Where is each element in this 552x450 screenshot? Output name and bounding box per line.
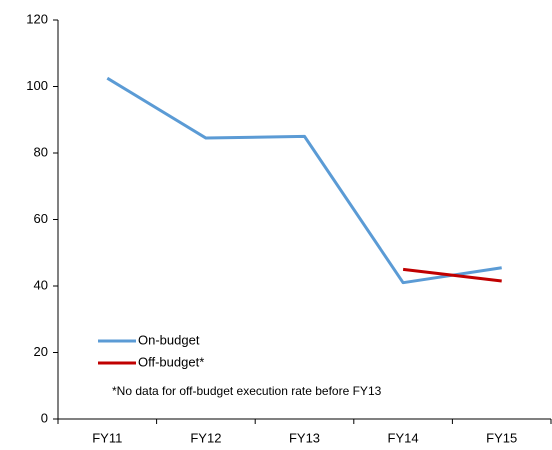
x-tick-label: FY13 bbox=[289, 430, 320, 445]
x-tick-label: FY11 bbox=[92, 430, 122, 445]
y-tick-label: 40 bbox=[34, 277, 48, 292]
y-tick-label: 60 bbox=[34, 211, 48, 226]
x-tick-label: FY14 bbox=[388, 430, 419, 445]
x-tick-label: FY12 bbox=[190, 430, 221, 445]
y-tick-label: 120 bbox=[26, 11, 48, 26]
x-tick-label: FY15 bbox=[486, 430, 517, 445]
y-tick-label: 100 bbox=[26, 78, 48, 93]
legend-label: On-budget bbox=[138, 332, 200, 347]
annotation: *No data for off-budget execution rate b… bbox=[112, 384, 382, 398]
y-tick-label: 0 bbox=[41, 410, 48, 425]
series-line bbox=[106, 76, 502, 285]
series-line bbox=[402, 267, 502, 283]
y-tick-label: 20 bbox=[34, 344, 48, 359]
y-tick-label: 80 bbox=[34, 144, 48, 159]
legend-label: Off-budget* bbox=[138, 354, 204, 369]
